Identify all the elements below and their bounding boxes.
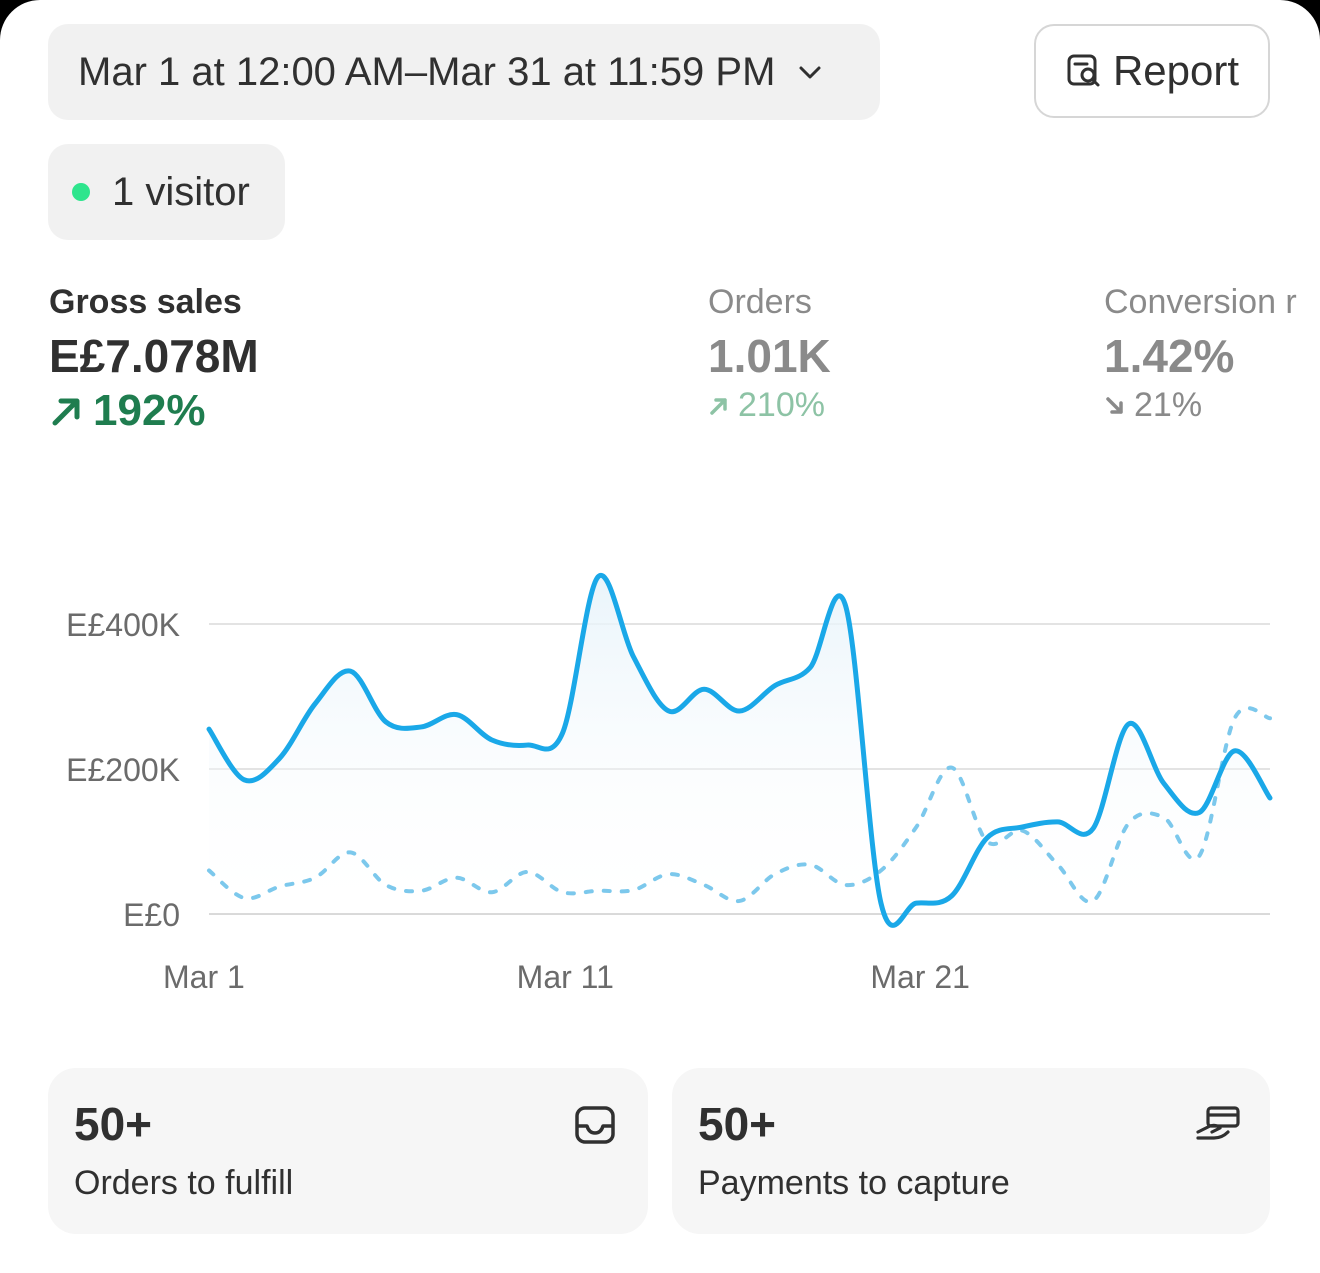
metric-delta-value: 210% bbox=[738, 386, 825, 424]
y-tick-label: E£400K bbox=[66, 607, 180, 643]
date-range-label: Mar 1 at 12:00 AM–Mar 31 at 11:59 PM bbox=[78, 49, 776, 94]
metric-conversion-rate[interactable]: Conversion r 1.42% 21% bbox=[1104, 282, 1297, 425]
metric-delta: 192% bbox=[49, 386, 259, 436]
metric-value: 1.42% bbox=[1104, 330, 1235, 382]
card-label: Orders to fulfill bbox=[74, 1164, 294, 1202]
date-range-selector[interactable]: Mar 1 at 12:00 AM–Mar 31 at 11:59 PM bbox=[48, 24, 880, 120]
hand-card-icon bbox=[1194, 1102, 1240, 1148]
live-visitors-pill[interactable]: 1 visitor bbox=[48, 144, 285, 240]
metric-delta: 210% bbox=[708, 386, 831, 425]
card-label: Payments to capture bbox=[698, 1164, 1010, 1202]
metric-gross-sales[interactable]: Gross sales E£7.078M 192% bbox=[49, 282, 259, 436]
report-label: Report bbox=[1112, 47, 1240, 94]
visitors-label: 1 visitor bbox=[112, 169, 250, 214]
metric-label: Gross sales bbox=[49, 283, 242, 321]
orders-to-fulfill-card[interactable]: 50+ Orders to fulfill bbox=[48, 1068, 648, 1234]
metric-value: 1.01K bbox=[708, 330, 831, 382]
comparison-period-line bbox=[207, 706, 1272, 904]
current-period-line bbox=[206, 572, 1273, 928]
report-icon bbox=[1065, 52, 1103, 90]
live-status-dot bbox=[72, 183, 90, 201]
arrow-up-right-icon bbox=[708, 395, 730, 417]
x-tick-label: Mar 1 bbox=[163, 959, 245, 995]
metric-delta: 21% bbox=[1104, 386, 1297, 425]
card-count: 50+ bbox=[698, 1098, 777, 1150]
y-tick-label: E£0 bbox=[123, 897, 180, 933]
chevron-down-icon bbox=[795, 57, 825, 87]
metric-label: Conversion r bbox=[1104, 283, 1297, 321]
arrow-up-right-icon bbox=[49, 393, 85, 429]
card-count: 50+ bbox=[74, 1098, 153, 1150]
x-tick-label: Mar 11 bbox=[517, 959, 614, 995]
metric-delta-value: 21% bbox=[1134, 386, 1203, 424]
report-button[interactable]: Report bbox=[1034, 24, 1270, 118]
payments-to-capture-card[interactable]: 50+ Payments to capture bbox=[672, 1068, 1270, 1234]
series-area bbox=[209, 575, 1270, 926]
x-tick-label: Mar 21 bbox=[870, 959, 970, 995]
metric-orders[interactable]: Orders 1.01K 210% bbox=[708, 282, 831, 425]
arrow-down-right-icon bbox=[1104, 395, 1126, 417]
sales-chart[interactable]: E£0 E£200K E£400K Mar 1 Mar 11 Mar 21 bbox=[0, 540, 1320, 1020]
y-tick-label: E£200K bbox=[66, 752, 180, 788]
inbox-icon bbox=[572, 1102, 618, 1148]
metric-value: E£7.078M bbox=[49, 330, 259, 382]
metric-label: Orders bbox=[708, 283, 812, 321]
metric-delta-value: 192% bbox=[93, 386, 206, 435]
